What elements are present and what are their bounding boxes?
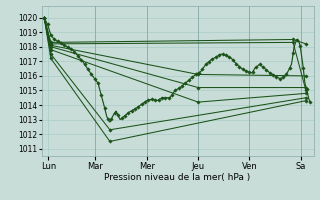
X-axis label: Pression niveau de la mer( hPa ): Pression niveau de la mer( hPa ) <box>104 173 251 182</box>
